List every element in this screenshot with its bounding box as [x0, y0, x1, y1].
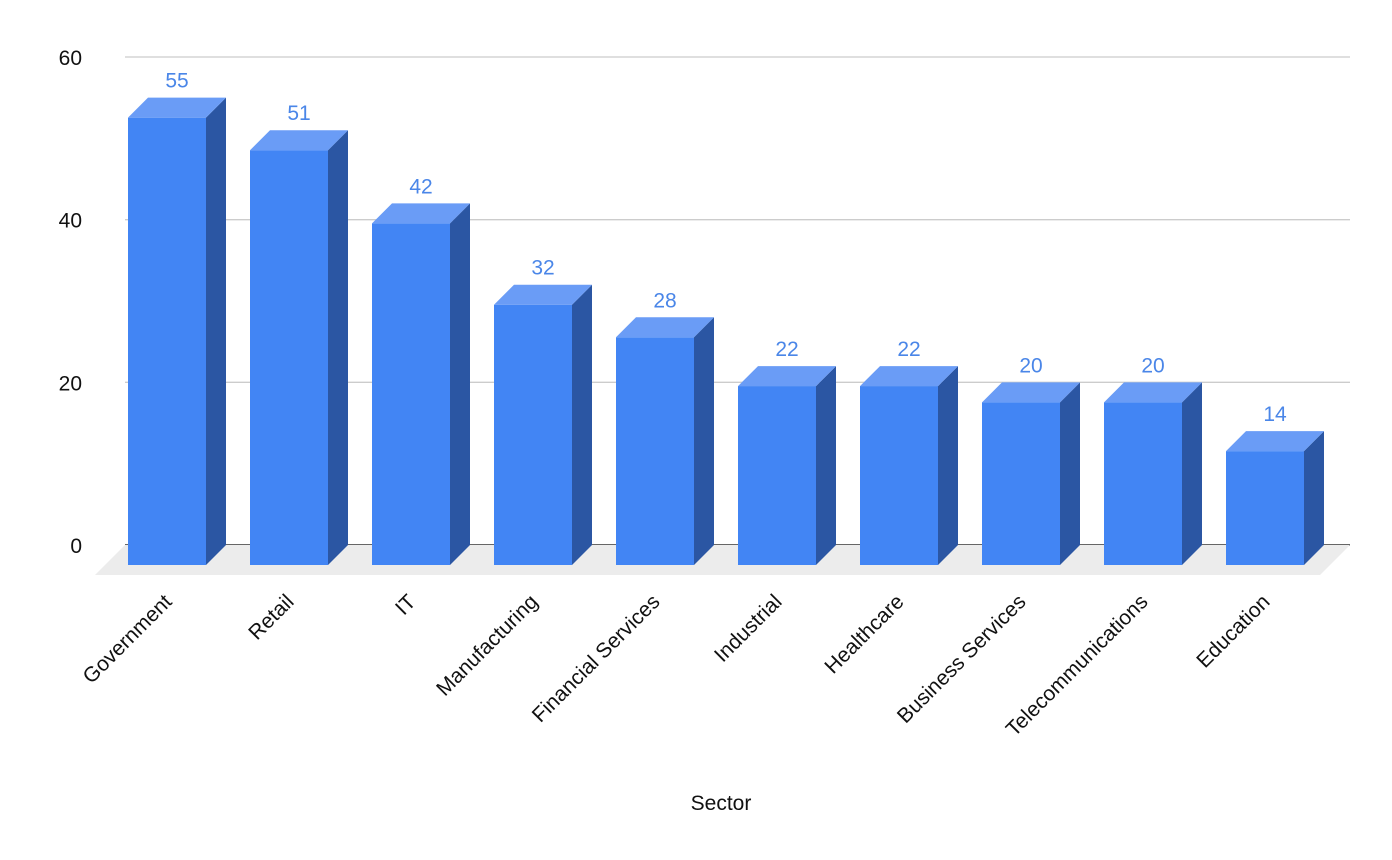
bars	[128, 97, 1324, 566]
bar-top	[738, 366, 836, 387]
data-label: 32	[531, 257, 554, 280]
y-tick-label: 0	[70, 535, 82, 558]
bar-top	[128, 97, 226, 118]
bar-side	[1182, 382, 1202, 565]
bar-side	[694, 317, 714, 565]
data-label: 22	[897, 338, 920, 361]
bar	[1226, 431, 1324, 565]
bar-front	[1104, 402, 1182, 565]
bar-front	[616, 337, 694, 565]
bar	[494, 284, 592, 565]
bar-front	[494, 304, 572, 565]
bar-front	[860, 386, 938, 565]
x-tick-label: Telecommunications	[1002, 590, 1153, 741]
bar-front	[372, 223, 450, 565]
bar-side	[938, 366, 958, 565]
bar-side	[572, 284, 592, 565]
x-tick-label: Retail	[244, 590, 298, 644]
x-tick-label: Manufacturing	[432, 590, 542, 700]
bar-top	[982, 382, 1080, 403]
data-label: 20	[1019, 354, 1042, 377]
bar-top	[1104, 382, 1202, 403]
bar-top	[1226, 431, 1324, 452]
bar-front	[128, 117, 206, 566]
bar-top	[616, 317, 714, 338]
x-tick-label: Financial Services	[528, 590, 665, 727]
x-axis-ticks: Government Retail IT ManufacturingFinancial…	[79, 590, 1275, 741]
bar	[738, 366, 836, 565]
bar	[982, 382, 1080, 565]
bar-top	[494, 284, 592, 305]
data-label: 14	[1263, 403, 1287, 426]
y-tick-label: 20	[59, 372, 82, 395]
bar-top	[372, 203, 470, 224]
data-label: 55	[165, 70, 188, 93]
bar-side	[816, 366, 836, 565]
bar-side	[1304, 431, 1324, 565]
bar-front	[1226, 451, 1304, 565]
bar	[860, 366, 958, 565]
data-label: 20	[1141, 354, 1164, 377]
bar-side	[1060, 382, 1080, 565]
y-tick-label: 40	[59, 210, 82, 233]
bar-front	[982, 402, 1060, 565]
x-tick-label: Government	[79, 590, 177, 688]
data-label: 22	[775, 338, 798, 361]
bar-side	[450, 203, 470, 565]
x-tick-label: Healthcare	[820, 590, 908, 678]
bar	[616, 317, 714, 565]
data-labels: 55 51 42 32 28 22 22 20 20 14	[165, 70, 1287, 426]
x-tick-label: IT	[391, 590, 421, 620]
bar-side	[206, 97, 226, 566]
bar	[1104, 382, 1202, 565]
x-tick-label: Industrial	[710, 590, 787, 667]
x-tick-label: Education	[1192, 590, 1274, 672]
bar	[372, 203, 470, 565]
y-tick-label: 60	[59, 47, 82, 70]
bar	[128, 97, 226, 566]
x-axis-title: Sector	[691, 792, 752, 815]
y-axis-ticks: 0 20 40 60	[59, 47, 82, 558]
bar-front	[738, 386, 816, 565]
bar	[250, 130, 348, 565]
bar-top	[250, 130, 348, 151]
bar-front	[250, 150, 328, 565]
data-label: 42	[409, 175, 432, 198]
bar-top	[860, 366, 958, 387]
bar-side	[328, 130, 348, 565]
x-tick-label: Business Services	[893, 590, 1031, 728]
data-label: 51	[287, 102, 310, 125]
data-label: 28	[653, 289, 676, 312]
